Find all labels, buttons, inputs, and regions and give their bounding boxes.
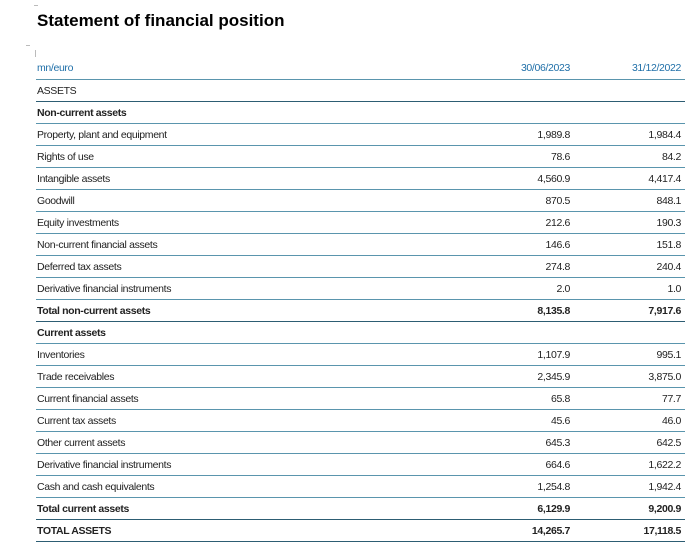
grand-total-label: TOTAL ASSETS xyxy=(36,519,473,542)
table-row: Equity investments 212.6 190.3 xyxy=(36,211,685,234)
grand-total-row: TOTAL ASSETS 14,265.7 17,118.5 xyxy=(36,519,685,542)
row-value-1: 4,560.9 xyxy=(473,167,575,190)
row-value-2: 1,942.4 xyxy=(575,475,685,498)
row-value-2: 151.8 xyxy=(575,233,685,256)
table-row: Intangible assets 4,560.9 4,417.4 xyxy=(36,167,685,190)
row-label: Goodwill xyxy=(36,189,473,212)
table-row: Deferred tax assets 274.8 240.4 xyxy=(36,255,685,278)
row-label: Non-current financial assets xyxy=(36,233,473,256)
row-label: Intangible assets xyxy=(36,167,473,190)
row-value-2: 240.4 xyxy=(575,255,685,278)
row-value-1: 2,345.9 xyxy=(473,365,575,388)
grand-total-value-2: 17,118.5 xyxy=(575,519,685,542)
table-row: Non-current financial assets 146.6 151.8 xyxy=(36,233,685,256)
column-header-date-1: 30/06/2023 xyxy=(473,57,575,80)
row-value-1: 1,989.8 xyxy=(473,123,575,146)
row-value-1: 645.3 xyxy=(473,431,575,454)
table-row: Goodwill 870.5 848.1 xyxy=(36,189,685,212)
row-label: Derivative financial instruments xyxy=(36,277,473,300)
row-label: Deferred tax assets xyxy=(36,255,473,278)
row-label: Cash and cash equivalents xyxy=(36,475,473,498)
artifact-mark xyxy=(35,50,36,57)
row-value-2: 642.5 xyxy=(575,431,685,454)
table-row: Cash and cash equivalents 1,254.8 1,942.… xyxy=(36,475,685,498)
row-label: Rights of use xyxy=(36,145,473,168)
row-label: Trade receivables xyxy=(36,365,473,388)
noncurrent-heading: Non-current assets xyxy=(36,101,473,124)
total-value-2: 7,917.6 xyxy=(575,299,685,322)
total-value-1: 6,129.9 xyxy=(473,497,575,520)
row-value-2: 1.0 xyxy=(575,277,685,300)
row-label: Other current assets xyxy=(36,431,473,454)
artifact-mark xyxy=(34,5,38,6)
row-value-1: 212.6 xyxy=(473,211,575,234)
row-value-1: 78.6 xyxy=(473,145,575,168)
row-label: Current financial assets xyxy=(36,387,473,410)
unit-label: mn/euro xyxy=(36,57,473,80)
table-row: Current tax assets 45.6 46.0 xyxy=(36,409,685,432)
financial-position-table: mn/euro 30/06/2023 31/12/2022 ASSETS Non… xyxy=(36,57,685,542)
row-value-1: 2.0 xyxy=(473,277,575,300)
row-label: Current tax assets xyxy=(36,409,473,432)
row-value-2: 4,417.4 xyxy=(575,167,685,190)
current-heading: Current assets xyxy=(36,321,473,344)
column-header-date-2: 31/12/2022 xyxy=(575,57,685,80)
row-value-1: 1,254.8 xyxy=(473,475,575,498)
total-row: Total current assets 6,129.9 9,200.9 xyxy=(36,497,685,520)
table-row: Derivative financial instruments 2.0 1.0 xyxy=(36,277,685,300)
row-label: Derivative financial instruments xyxy=(36,453,473,476)
total-label: Total non-current assets xyxy=(36,299,473,322)
table-row: Derivative financial instruments 664.6 1… xyxy=(36,453,685,476)
assets-label: ASSETS xyxy=(36,79,473,102)
row-label: Property, plant and equipment xyxy=(36,123,473,146)
row-value-2: 1,622.2 xyxy=(575,453,685,476)
row-value-1: 664.6 xyxy=(473,453,575,476)
grand-total-value-1: 14,265.7 xyxy=(473,519,575,542)
row-value-1: 870.5 xyxy=(473,189,575,212)
table-row: Other current assets 645.3 642.5 xyxy=(36,431,685,454)
row-value-1: 65.8 xyxy=(473,387,575,410)
table-row: Rights of use 78.6 84.2 xyxy=(36,145,685,168)
row-value-2: 190.3 xyxy=(575,211,685,234)
row-label: Inventories xyxy=(36,343,473,366)
table-row: Property, plant and equipment 1,989.8 1,… xyxy=(36,123,685,146)
table-header-row: mn/euro 30/06/2023 31/12/2022 xyxy=(36,57,685,80)
section-heading-row: Current assets xyxy=(36,321,685,344)
row-value-1: 146.6 xyxy=(473,233,575,256)
total-label: Total current assets xyxy=(36,497,473,520)
row-value-2: 77.7 xyxy=(575,387,685,410)
total-value-1: 8,135.8 xyxy=(473,299,575,322)
row-value-2: 995.1 xyxy=(575,343,685,366)
total-value-2: 9,200.9 xyxy=(575,497,685,520)
row-value-2: 1,984.4 xyxy=(575,123,685,146)
page-title: Statement of financial position xyxy=(37,11,285,30)
table-row: Current financial assets 65.8 77.7 xyxy=(36,387,685,410)
row-value-2: 84.2 xyxy=(575,145,685,168)
table-row: Inventories 1,107.9 995.1 xyxy=(36,343,685,366)
table-row: Trade receivables 2,345.9 3,875.0 xyxy=(36,365,685,388)
row-value-1: 1,107.9 xyxy=(473,343,575,366)
row-value-2: 46.0 xyxy=(575,409,685,432)
row-label: Equity investments xyxy=(36,211,473,234)
row-value-2: 848.1 xyxy=(575,189,685,212)
row-value-1: 45.6 xyxy=(473,409,575,432)
total-row: Total non-current assets 8,135.8 7,917.6 xyxy=(36,299,685,322)
artifact-mark xyxy=(26,45,30,46)
assets-heading-row: ASSETS xyxy=(36,79,685,102)
section-heading-row: Non-current assets xyxy=(36,101,685,124)
row-value-2: 3,875.0 xyxy=(575,365,685,388)
row-value-1: 274.8 xyxy=(473,255,575,278)
